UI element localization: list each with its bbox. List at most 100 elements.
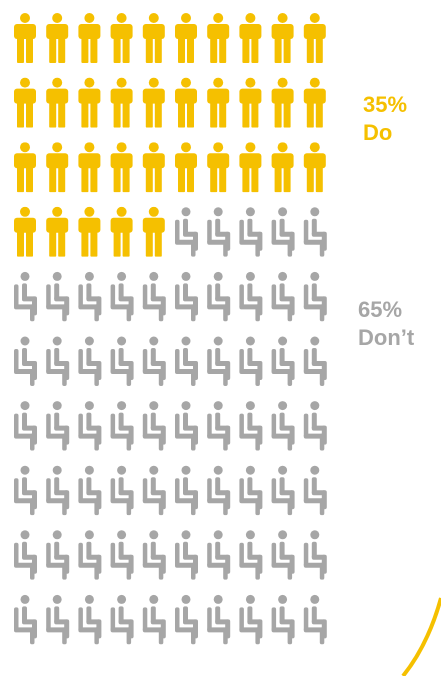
- seated-person-icon: [110, 336, 134, 386]
- seated-person-icon: [46, 594, 70, 645]
- seated-person-icon: [303, 401, 327, 451]
- standing-person-icon: [207, 13, 230, 63]
- seated-person-icon: [175, 594, 198, 645]
- do-label: Do: [363, 120, 393, 145]
- standing-person-icon: [142, 142, 165, 193]
- standing-person-icon: [271, 77, 294, 128]
- standing-person-icon: [303, 13, 326, 63]
- dont-label: Don’t: [358, 325, 415, 350]
- standing-person-icon: [239, 77, 262, 128]
- seated-person-icon: [14, 465, 37, 516]
- seated-person-icon: [175, 401, 198, 451]
- seated-person-icon: [46, 401, 70, 451]
- seated-person-icon: [46, 271, 70, 322]
- seated-person-icon: [207, 594, 231, 645]
- standing-person-icon: [78, 142, 101, 193]
- seated-person-icon: [78, 336, 102, 386]
- standing-person-icon: [46, 13, 69, 63]
- seated-person-icon: [46, 465, 70, 516]
- seated-person-icon: [142, 271, 166, 322]
- seated-person-icon: [271, 271, 295, 322]
- decorative-arc: [401, 597, 441, 676]
- seated-person-icon: [303, 465, 327, 516]
- standing-person-icon: [14, 77, 36, 128]
- seated-person-icon: [46, 530, 70, 580]
- standing-person-icon: [110, 206, 133, 257]
- standing-person-icon: [14, 13, 36, 63]
- seated-person-icon: [175, 207, 198, 257]
- seated-person-icon: [142, 530, 166, 580]
- seated-person-icon: [142, 401, 166, 451]
- seated-person-icon: [78, 530, 102, 580]
- seated-person-icon: [46, 336, 70, 386]
- seated-person-icon: [78, 271, 102, 322]
- seated-person-icon: [239, 594, 263, 645]
- seated-person-icon: [207, 530, 231, 580]
- standing-person-icon: [175, 142, 197, 193]
- seated-person-icon: [271, 465, 295, 516]
- seated-person-icon: [303, 336, 327, 386]
- seated-person-icon: [142, 594, 166, 645]
- standing-person-icon: [78, 77, 101, 128]
- standing-person-icon: [239, 142, 262, 193]
- standing-person-icon: [78, 13, 101, 63]
- seated-person-icon: [303, 271, 327, 322]
- seated-person-icon: [14, 336, 37, 386]
- seated-person-icon: [175, 465, 198, 516]
- standing-person-icon: [142, 77, 165, 128]
- seated-person-icon: [239, 401, 263, 451]
- seated-person-icon: [110, 530, 134, 580]
- standing-person-icon: [46, 77, 69, 128]
- seated-person-icon: [78, 594, 102, 645]
- seated-person-icon: [239, 207, 263, 257]
- standing-person-icon: [271, 142, 294, 193]
- standing-person-icon: [110, 77, 133, 128]
- seated-person-icon: [271, 594, 295, 645]
- seated-person-icon: [239, 336, 263, 386]
- standing-person-icon: [239, 13, 262, 63]
- standing-person-icon: [142, 13, 165, 63]
- seated-person-icon: [239, 530, 263, 580]
- standing-person-icon: [207, 77, 230, 128]
- seated-person-icon: [14, 530, 37, 580]
- seated-person-icon: [175, 271, 198, 322]
- seated-person-icon: [207, 207, 231, 257]
- seated-person-icon: [207, 465, 231, 516]
- seated-person-icon: [110, 401, 134, 451]
- standing-person-icon: [46, 206, 69, 257]
- standing-person-icon: [46, 142, 69, 193]
- standing-person-icon: [271, 13, 294, 63]
- standing-person-icon: [78, 206, 101, 257]
- standing-person-icon: [207, 142, 230, 193]
- seated-person-icon: [239, 465, 263, 516]
- legend-do: 35% Do: [363, 91, 407, 147]
- seated-person-icon: [14, 271, 37, 322]
- seated-person-icon: [271, 336, 295, 386]
- do-percent: 35%: [363, 92, 408, 117]
- seated-person-icon: [142, 336, 166, 386]
- seated-person-icon: [142, 465, 166, 516]
- seated-person-icon: [110, 594, 134, 645]
- seated-person-icon: [110, 465, 134, 516]
- seated-person-icon: [110, 271, 134, 322]
- standing-person-icon: [110, 142, 133, 193]
- seated-person-icon: [14, 594, 37, 645]
- seated-person-icon: [239, 271, 263, 322]
- seated-person-icon: [271, 401, 295, 451]
- seated-person-icon: [271, 207, 295, 257]
- seated-person-icon: [303, 594, 327, 645]
- seated-person-icon: [175, 530, 198, 580]
- seated-person-icon: [78, 465, 102, 516]
- standing-person-icon: [110, 13, 133, 63]
- standing-person-icon: [14, 142, 36, 193]
- seated-person-icon: [303, 530, 327, 580]
- seated-person-icon: [14, 401, 37, 451]
- seated-person-icon: [271, 530, 295, 580]
- seated-person-icon: [207, 271, 231, 322]
- standing-person-icon: [14, 206, 36, 257]
- seated-person-icon: [207, 401, 231, 451]
- legend-dont: 65% Don’t: [358, 296, 414, 352]
- seated-person-icon: [207, 336, 231, 386]
- standing-person-icon: [303, 77, 326, 128]
